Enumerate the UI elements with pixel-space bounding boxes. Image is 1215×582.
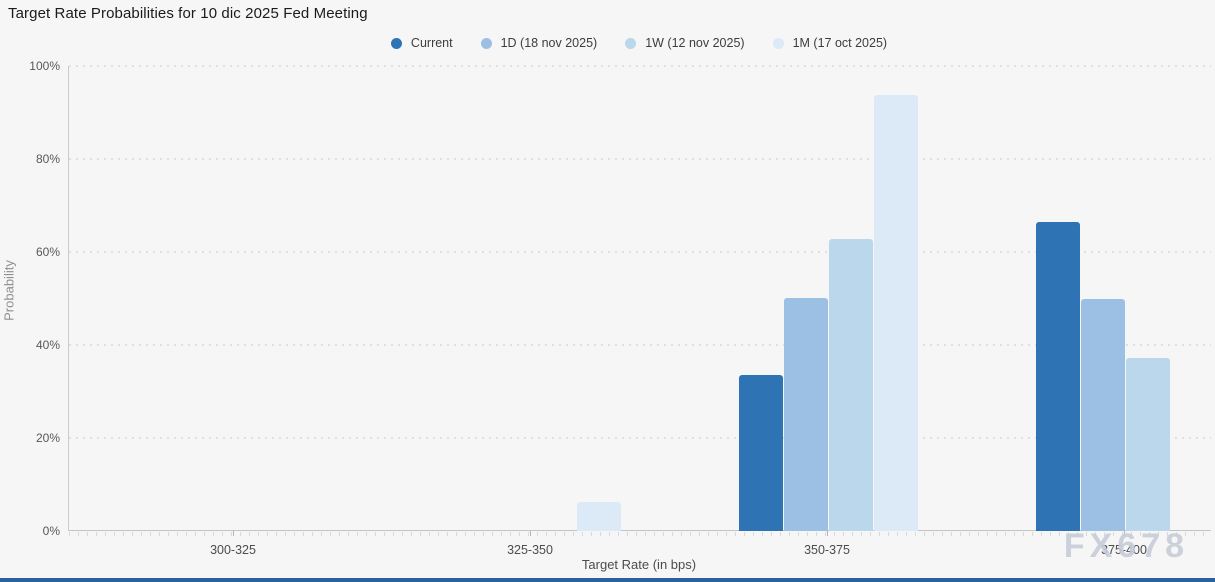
bar-1d-375-400[interactable] xyxy=(1081,299,1125,531)
bar-group-350-375 xyxy=(739,95,919,531)
x-tick-325-350 xyxy=(530,531,531,536)
bar-1m-325-350[interactable] xyxy=(577,502,621,531)
legend-item-label: 1D (18 nov 2025) xyxy=(500,36,598,50)
x-tick-350-375 xyxy=(827,531,828,536)
y-tick-label-60: 60% xyxy=(35,245,60,259)
legend: Current 1D (18 nov 2025) 1W (12 nov 2025) 1… xyxy=(68,36,1210,50)
legend-dot-icon xyxy=(625,37,637,49)
bar-1d-350-375[interactable] xyxy=(784,298,828,531)
bar-current-350-375[interactable] xyxy=(739,375,783,531)
legend-item-current[interactable]: Current xyxy=(390,36,453,50)
legend-dot-icon xyxy=(480,37,492,49)
y-tick-label-40: 40% xyxy=(35,338,60,352)
chart-title: Target Rate Probabilities for 10 dic 202… xyxy=(8,5,368,22)
gridline-40 xyxy=(69,344,1211,346)
legend-item-1w[interactable]: 1W (12 nov 2025) xyxy=(625,36,745,50)
bar-1m-350-375[interactable] xyxy=(874,95,918,531)
bar-1w-350-375[interactable] xyxy=(829,239,873,531)
x-axis-title: Target Rate (in bps) xyxy=(581,557,697,572)
gridline-80 xyxy=(69,158,1211,160)
plot-area xyxy=(68,65,1211,536)
legend-item-label: 1M (17 oct 2025) xyxy=(792,36,888,50)
x-axis-line xyxy=(69,530,1211,531)
legend-dot-icon xyxy=(390,37,402,49)
bar-group-375-400 xyxy=(1036,222,1215,531)
bar-group-325-350 xyxy=(442,502,622,531)
x-tick-label-350-375: 350-375 xyxy=(804,543,850,557)
gridline-60 xyxy=(69,251,1211,253)
y-tick-label-100: 100% xyxy=(29,59,60,73)
x-tick-label-325-350: 325-350 xyxy=(507,543,553,557)
legend-item-1m[interactable]: 1M (17 oct 2025) xyxy=(772,36,888,50)
legend-item-label: Current xyxy=(410,36,453,50)
bar-current-375-400[interactable] xyxy=(1036,222,1080,531)
gridline-100 xyxy=(69,65,1211,67)
x-tick-label-300-325: 300-325 xyxy=(210,543,256,557)
x-tick-375-400 xyxy=(1124,531,1125,536)
y-tick-label-0: 0% xyxy=(42,524,60,538)
legend-dot-icon xyxy=(772,37,784,49)
bar-1w-375-400[interactable] xyxy=(1126,358,1170,531)
x-tick-300-325 xyxy=(233,531,234,536)
y-tick-label-80: 80% xyxy=(35,152,60,166)
legend-item-1d[interactable]: 1D (18 nov 2025) xyxy=(480,36,598,50)
x-axis-minor-ticks xyxy=(69,532,1211,536)
y-axis-title: Probability xyxy=(1,260,17,321)
legend-item-label: 1W (12 nov 2025) xyxy=(645,36,745,50)
x-tick-label-375-400: 375-400 xyxy=(1101,543,1147,557)
gridline-20 xyxy=(69,437,1211,439)
y-tick-label-20: 20% xyxy=(35,431,60,445)
